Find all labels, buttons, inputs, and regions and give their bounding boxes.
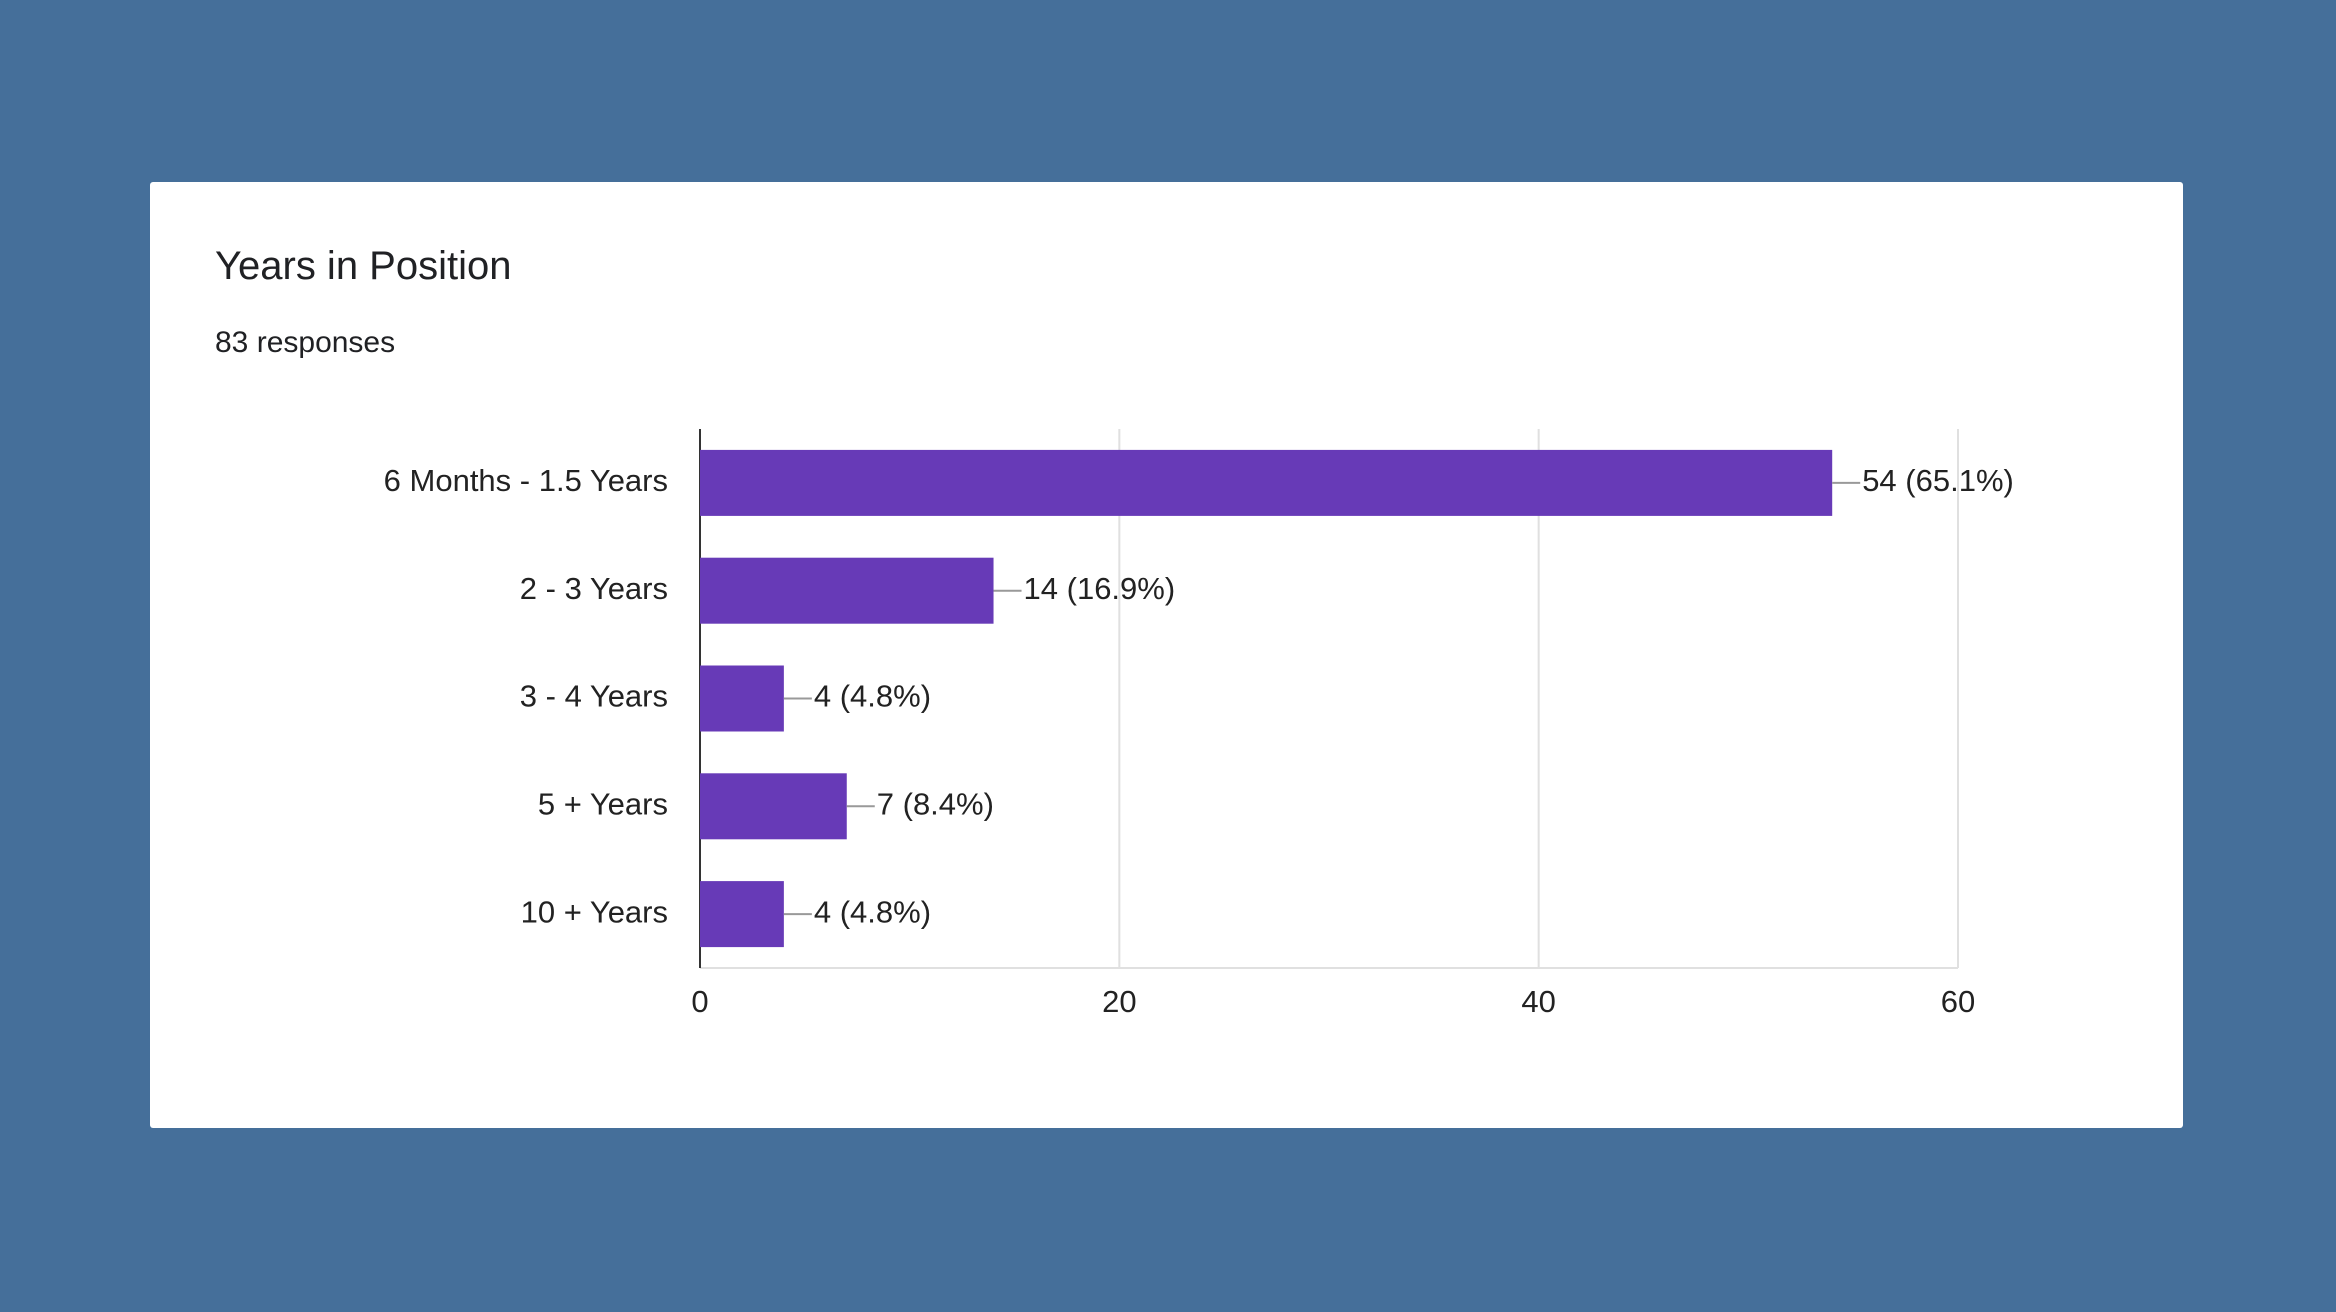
x-tick-label: 40	[1521, 984, 1555, 1019]
x-tick-label: 0	[691, 984, 708, 1019]
bar	[700, 449, 1833, 516]
data-label: 4 (4.8%)	[814, 679, 931, 714]
chart-subtitle: 83 responses	[215, 326, 396, 359]
bar	[700, 557, 994, 624]
x-tick-label: 60	[1941, 984, 1975, 1019]
data-label: 4 (4.8%)	[814, 894, 931, 929]
chart-card: Years in Position 83 responses	[150, 182, 2183, 1128]
y-tick-label: 2 - 3 Years	[520, 571, 668, 606]
bar	[700, 881, 784, 948]
data-label: 7 (8.4%)	[877, 786, 994, 821]
y-tick-label: 6 Months - 1.5 Years	[384, 463, 668, 498]
chart-title: Years in Position	[215, 244, 512, 288]
data-label: 54 (65.1%)	[1862, 463, 2014, 498]
y-tick-label: 3 - 4 Years	[520, 679, 668, 714]
data-label: 14 (16.9%)	[1024, 571, 1176, 606]
y-tick-label: 5 + Years	[538, 786, 668, 821]
bar	[700, 665, 784, 732]
bar	[700, 773, 847, 840]
y-tick-label: 10 + Years	[521, 894, 668, 929]
x-tick-label: 20	[1102, 984, 1136, 1019]
